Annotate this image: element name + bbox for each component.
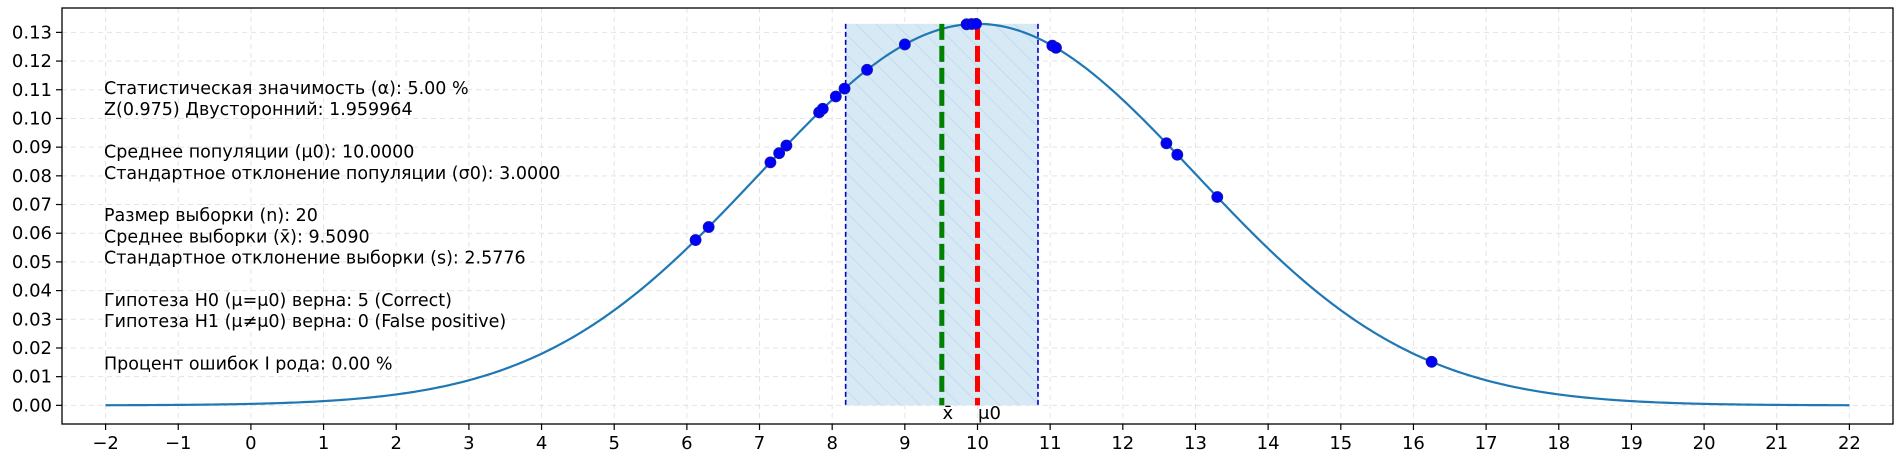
x-tick-label: −2 — [92, 433, 119, 454]
x-tick-label: −1 — [165, 433, 192, 454]
info-line: Процент ошибок I рода: 0.00 % — [104, 355, 393, 375]
sample-point — [780, 139, 793, 152]
info-line: Стандартное отклонение популяции (σ0): 3… — [104, 164, 560, 184]
y-tick-label: 0.13 — [12, 22, 52, 43]
y-tick-label: 0.07 — [12, 195, 52, 216]
y-tick-label: 0.01 — [12, 367, 52, 388]
x-tick-label: 19 — [1620, 433, 1643, 454]
y-tick-label: 0.06 — [12, 223, 52, 244]
y-tick-label: 0.10 — [12, 108, 52, 129]
x-tick-label: 4 — [536, 433, 547, 454]
x-tick-label: 16 — [1402, 433, 1425, 454]
x-tick-label: 20 — [1693, 433, 1716, 454]
y-tick-label: 0.00 — [12, 395, 52, 416]
x-tick-label: 10 — [966, 433, 989, 454]
x-tick-label: 12 — [1111, 433, 1134, 454]
info-line: Стандартное отклонение выборки (s): 2.57… — [104, 249, 526, 269]
sample-points — [689, 17, 1438, 368]
y-tick-label: 0.09 — [12, 137, 52, 158]
sample-point — [1050, 41, 1062, 54]
x-tick-label: 6 — [681, 433, 692, 454]
sample-point — [829, 90, 842, 103]
sample-point — [702, 221, 715, 233]
x-tick-label: 22 — [1838, 433, 1861, 454]
x-tick-label: 14 — [1257, 433, 1280, 454]
sample-point — [689, 234, 702, 246]
info-line: Гипотеза H1 (μ≠μ0) верна: 0 (False posit… — [104, 312, 506, 332]
info-line: Среднее популяции (μ0): 10.0000 — [104, 143, 414, 163]
y-tick-label: 0.05 — [12, 252, 52, 273]
sample-point — [970, 17, 982, 30]
sample-mean-label: x̄ — [942, 403, 953, 424]
info-line: Статистическая значимость (α): 5.00 % — [104, 79, 469, 99]
x-tick-label: 18 — [1547, 433, 1570, 454]
x-tick-label: 2 — [391, 433, 402, 454]
population-mean-label: μ0 — [978, 403, 1001, 424]
sample-point — [898, 38, 911, 51]
sample-point — [764, 156, 777, 169]
y-tick-label: 0.12 — [12, 51, 52, 72]
x-tick-label: 7 — [754, 433, 765, 454]
x-tick-label: 1 — [318, 433, 329, 454]
info-line: Среднее выборки (x̄): 9.5090 — [104, 227, 370, 247]
x-tick-label: 9 — [899, 433, 910, 454]
x-tick-label: 15 — [1329, 433, 1352, 454]
y-tick-label: 0.08 — [12, 166, 52, 187]
sample-point — [838, 82, 851, 95]
info-annotations: Статистическая значимость (α): 5.00 %Z(0… — [104, 79, 560, 375]
x-tick-label: 3 — [463, 433, 474, 454]
sample-point — [1425, 355, 1438, 368]
y-tick-label: 0.04 — [12, 281, 52, 302]
sample-point — [1171, 148, 1184, 161]
x-tick-label: 8 — [826, 433, 837, 454]
sample-point — [773, 147, 786, 160]
info-line: Z(0.975) Двусторонний: 1.959964 — [104, 100, 413, 120]
x-tick-label: 13 — [1184, 433, 1207, 454]
x-tick-label: 5 — [608, 433, 619, 454]
info-line: Размер выборки (n): 20 — [104, 206, 318, 226]
sample-point — [1211, 191, 1224, 203]
sample-point — [1160, 137, 1173, 150]
y-tick-label: 0.02 — [12, 338, 52, 359]
reference-lines: x̄ μ0 — [939, 23, 1001, 424]
y-tick-label: 0.03 — [12, 309, 52, 330]
x-axis: −2 −1 0 1 2 3 4 5 6 7 8 9 10 11 12 13 14 15 16 17 18 19 20 21 22 — [92, 424, 1861, 454]
info-line: Гипотеза H0 (μ=μ0) верна: 5 (Correct) — [104, 291, 452, 311]
y-tick-label: 0.11 — [12, 80, 52, 101]
x-tick-label: 21 — [1765, 433, 1788, 454]
x-tick-label: 0 — [245, 433, 256, 454]
sample-point — [861, 63, 873, 76]
x-tick-label: 17 — [1475, 433, 1498, 454]
sample-point — [816, 102, 829, 115]
y-axis: 0.00 0.01 0.02 0.03 0.04 0.05 0.06 0.07 0.08 0.09… — [12, 22, 62, 416]
x-tick-label: 11 — [1039, 433, 1062, 454]
